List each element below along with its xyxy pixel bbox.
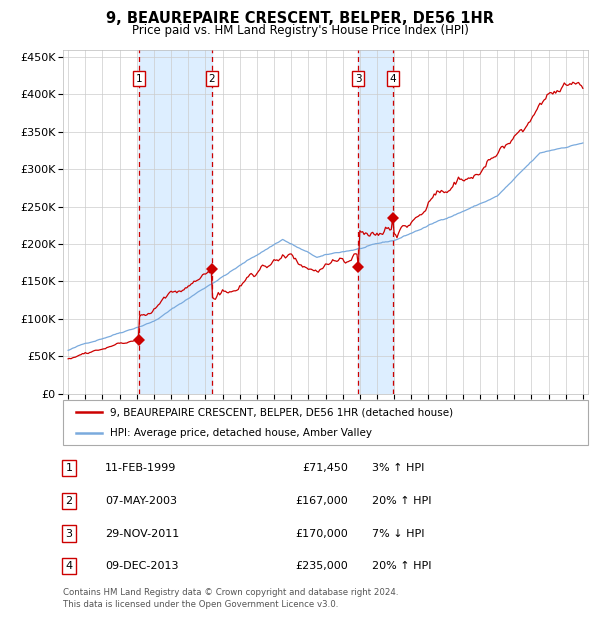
Text: 20% ↑ HPI: 20% ↑ HPI: [372, 561, 431, 572]
Text: 29-NOV-2011: 29-NOV-2011: [105, 528, 179, 539]
Text: 1: 1: [65, 463, 73, 473]
Text: 09-DEC-2013: 09-DEC-2013: [105, 561, 179, 572]
Text: 1: 1: [136, 74, 142, 84]
Text: Contains HM Land Registry data © Crown copyright and database right 2024.: Contains HM Land Registry data © Crown c…: [63, 588, 398, 597]
Text: £170,000: £170,000: [295, 528, 348, 539]
Text: Price paid vs. HM Land Registry's House Price Index (HPI): Price paid vs. HM Land Registry's House …: [131, 24, 469, 37]
Text: 4: 4: [65, 561, 73, 572]
Text: 4: 4: [389, 74, 396, 84]
Text: 3: 3: [65, 528, 73, 539]
FancyBboxPatch shape: [63, 400, 588, 445]
Text: 3: 3: [355, 74, 362, 84]
Text: 9, BEAUREPAIRE CRESCENT, BELPER, DE56 1HR (detached house): 9, BEAUREPAIRE CRESCENT, BELPER, DE56 1H…: [110, 407, 454, 417]
Text: 7% ↓ HPI: 7% ↓ HPI: [372, 528, 425, 539]
Text: HPI: Average price, detached house, Amber Valley: HPI: Average price, detached house, Ambe…: [110, 428, 372, 438]
Text: 2: 2: [208, 74, 215, 84]
Text: 3% ↑ HPI: 3% ↑ HPI: [372, 463, 424, 473]
Text: 11-FEB-1999: 11-FEB-1999: [105, 463, 176, 473]
Text: This data is licensed under the Open Government Licence v3.0.: This data is licensed under the Open Gov…: [63, 600, 338, 609]
Text: £167,000: £167,000: [295, 495, 348, 506]
Text: 9, BEAUREPAIRE CRESCENT, BELPER, DE56 1HR: 9, BEAUREPAIRE CRESCENT, BELPER, DE56 1H…: [106, 11, 494, 26]
Text: 2: 2: [65, 495, 73, 506]
Bar: [139, 50, 212, 394]
Text: £235,000: £235,000: [295, 561, 348, 572]
Bar: [358, 50, 393, 394]
Text: 20% ↑ HPI: 20% ↑ HPI: [372, 495, 431, 506]
Text: 07-MAY-2003: 07-MAY-2003: [105, 495, 177, 506]
Text: £71,450: £71,450: [302, 463, 348, 473]
